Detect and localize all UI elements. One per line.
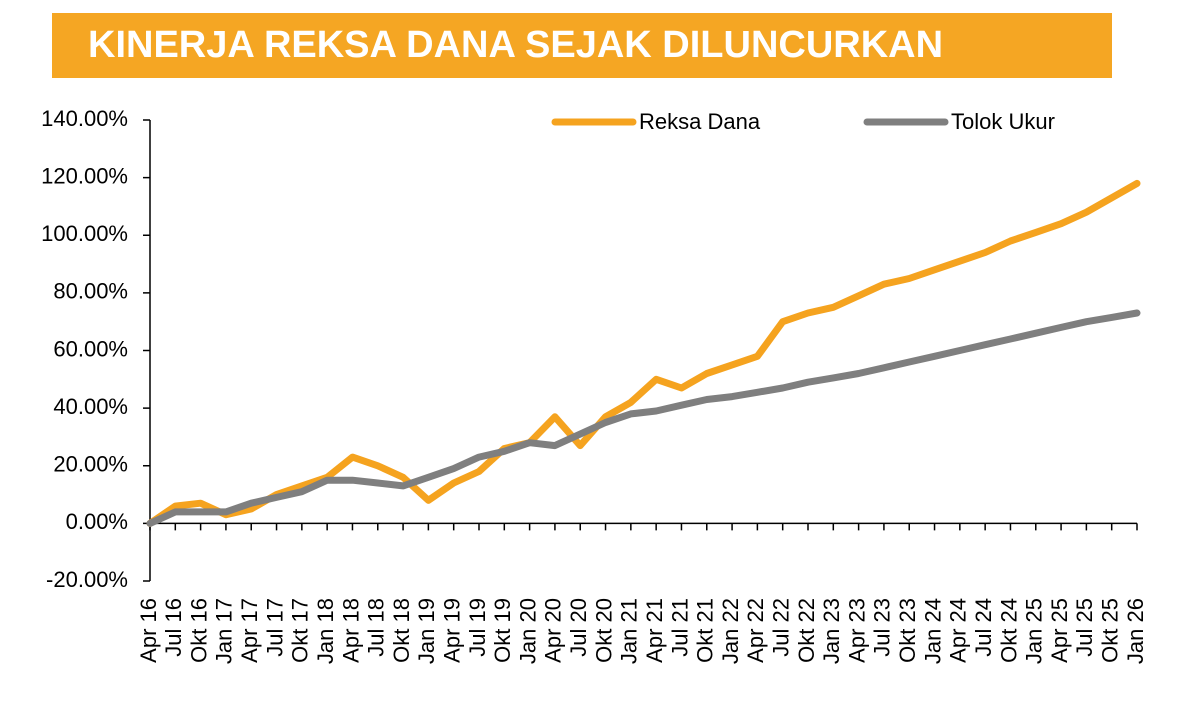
x-tick-label: Jan 26 — [1123, 598, 1148, 664]
x-tick-label: Apr 19 — [440, 598, 465, 663]
y-tick-label: 20.00% — [53, 452, 128, 477]
y-tick-label: 60.00% — [53, 336, 128, 361]
x-tick-label: Jul 21 — [667, 598, 692, 657]
x-tick-label: Okt 20 — [591, 598, 616, 663]
x-tick-label: Jan 17 — [212, 598, 237, 664]
x-tick-label: Jul 20 — [566, 598, 591, 657]
x-tick-label: Jul 17 — [262, 598, 287, 657]
x-tick-label: Okt 21 — [693, 598, 718, 663]
x-tick-label: Apr 24 — [946, 598, 971, 663]
x-tick-label: Okt 25 — [1098, 598, 1123, 663]
y-tick-label: 100.00% — [41, 221, 128, 246]
x-tick-label: Apr 16 — [136, 598, 161, 663]
x-tick-label: Apr 20 — [541, 598, 566, 663]
line-series — [146, 309, 1141, 527]
title-banner — [52, 13, 1112, 78]
x-tick-label: Jan 24 — [920, 598, 945, 664]
x-tick-label: Jul 23 — [870, 598, 895, 657]
x-tick-label: Okt 23 — [895, 598, 920, 663]
y-tick-label: -20.00% — [46, 567, 128, 592]
y-tick-label: 140.00% — [41, 106, 128, 131]
x-tick-label: Jul 25 — [1072, 598, 1097, 657]
x-tick-label: Jul 16 — [161, 598, 186, 657]
legend-label: Reksa Dana — [639, 109, 761, 134]
line-series — [146, 179, 1141, 527]
y-tick-label: 0.00% — [66, 509, 128, 534]
x-tick-label: Okt 16 — [186, 598, 211, 663]
y-tick-label: 120.00% — [41, 163, 128, 188]
x-tick-label: Jan 18 — [313, 598, 338, 664]
x-tick-label: Okt 22 — [794, 598, 819, 663]
x-tick-label: Apr 22 — [743, 598, 768, 663]
x-tick-label: Jan 21 — [617, 598, 642, 664]
x-tick-label: Jan 19 — [414, 598, 439, 664]
x-tick-label: Apr 17 — [237, 598, 262, 663]
x-tick-label: Apr 25 — [1047, 598, 1072, 663]
x-tick-label: Okt 18 — [389, 598, 414, 663]
x-tick-label: Okt 19 — [490, 598, 515, 663]
legend-label: Tolok Ukur — [951, 109, 1055, 134]
x-tick-label: Apr 18 — [338, 598, 363, 663]
x-tick-label: Jan 25 — [1022, 598, 1047, 664]
x-tick-label: Jul 22 — [769, 598, 794, 657]
x-tick-label: Jul 18 — [364, 598, 389, 657]
chart-title: KINERJA REKSA DANA SEJAK DILUNCURKAN — [88, 24, 943, 66]
x-tick-label: Okt 24 — [996, 598, 1021, 663]
x-tick-label: Jul 19 — [465, 598, 490, 657]
x-tick-label: Jan 20 — [515, 598, 540, 664]
y-tick-label: 40.00% — [53, 394, 128, 419]
x-tick-label: Okt 17 — [288, 598, 313, 663]
x-tick-label: Apr 21 — [642, 598, 667, 663]
y-tick-label: 80.00% — [53, 279, 128, 304]
x-tick-label: Jul 24 — [971, 598, 996, 657]
x-tick-label: Apr 23 — [844, 598, 869, 663]
x-tick-label: Jan 22 — [718, 598, 743, 664]
x-tick-label: Jan 23 — [819, 598, 844, 664]
